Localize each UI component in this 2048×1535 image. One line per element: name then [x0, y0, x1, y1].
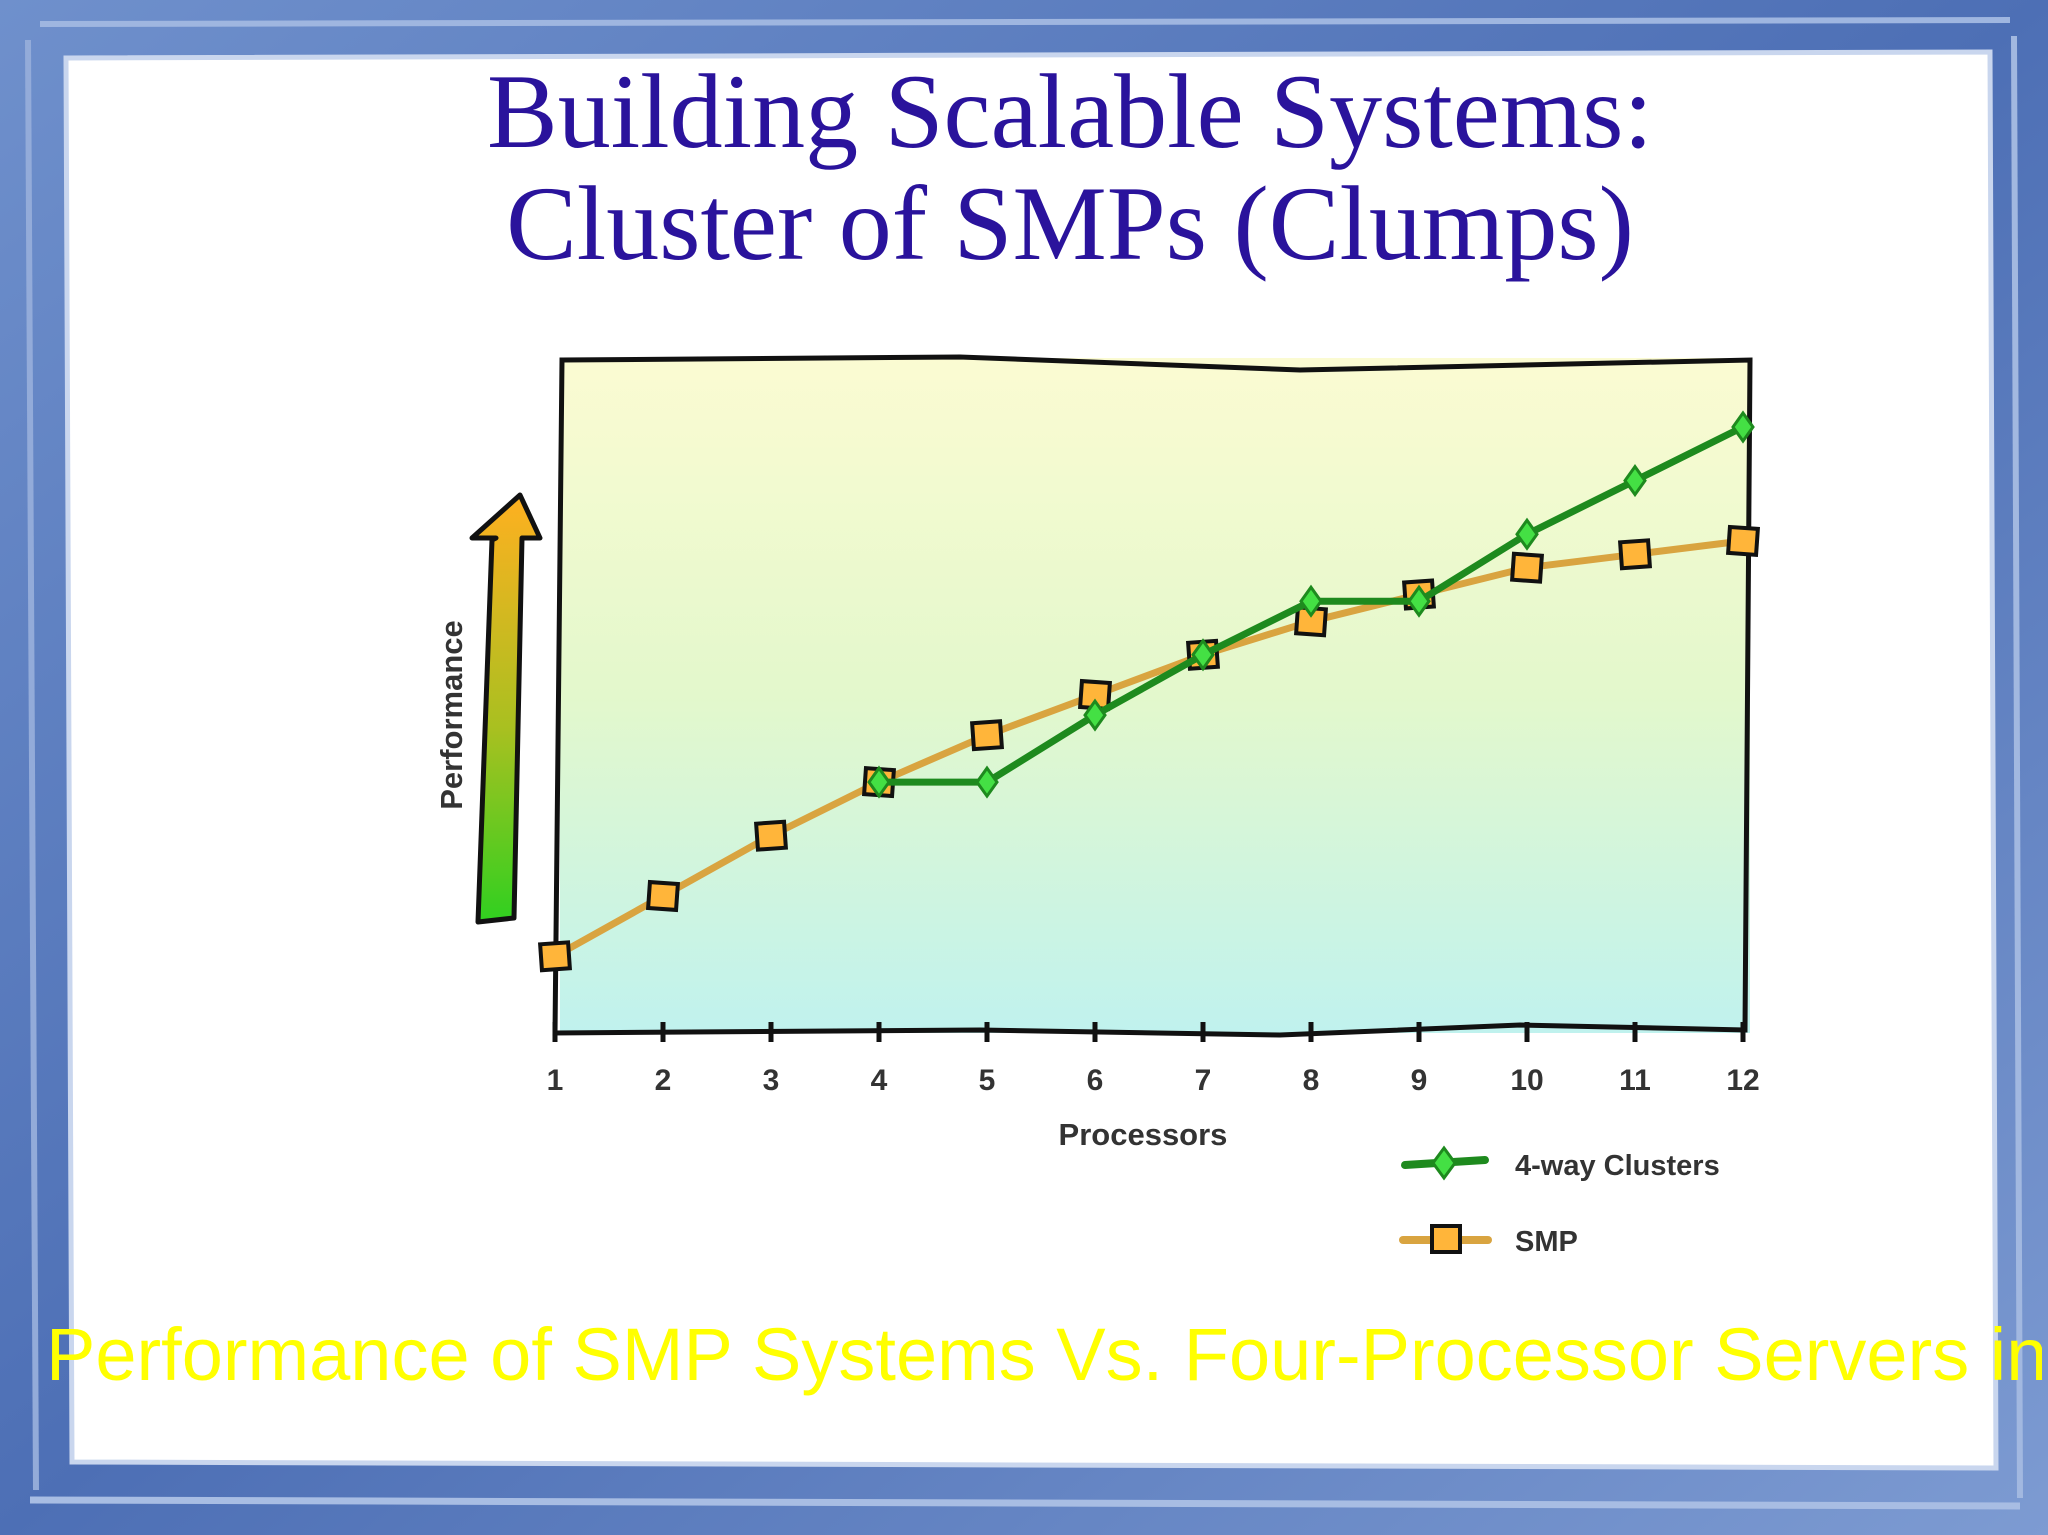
frame-streak-right: [2011, 35, 2023, 1499]
x-tick-label-2: 2: [655, 1064, 672, 1097]
point-smp-11: [1617, 538, 1653, 571]
series-line-smp: [551, 537, 1747, 960]
point-smp-5: [969, 719, 1005, 752]
performance-arrow-icon: [469, 492, 543, 925]
slide-title-line-1: Building Scalable Systems:: [487, 53, 1653, 170]
slide-title-line-2: Cluster of SMPs (Clumps): [506, 165, 1634, 282]
x-tick-label-3: 3: [763, 1064, 780, 1097]
frame-inner-edge: [63, 49, 1999, 1471]
x-tick-label-5: 5: [979, 1064, 996, 1097]
y-axis-label: Performance: [434, 620, 469, 810]
legend-marker-smp: [1430, 1224, 1462, 1254]
x-tick-label-1: 1: [547, 1064, 564, 1097]
legend: 4-way Clusters SMP: [1399, 1145, 1720, 1258]
point-4-way-clusters-7: [1191, 638, 1215, 672]
x-tick-label-12: 12: [1726, 1064, 1759, 1097]
x-axis-tick-labels: 1 2 3 4 5 6 7 8 9 10 11 12: [547, 1064, 1760, 1097]
point-smp-12: [1725, 524, 1761, 557]
legend-marker-4-way-clusters: [1431, 1145, 1457, 1181]
x-tick-label-8: 8: [1303, 1064, 1320, 1097]
point-4-way-clusters-11: [1623, 464, 1647, 498]
x-axis-ticks: [552, 1022, 1746, 1042]
point-4-way-clusters-6: [1083, 698, 1107, 732]
x-tick-label-7: 7: [1195, 1064, 1212, 1097]
point-4-way-clusters-5: [975, 765, 999, 799]
point-smp-3: [753, 819, 789, 852]
series-layer: [537, 410, 1761, 973]
point-4-way-clusters-10: [1515, 517, 1539, 551]
legend-label-4-way-clusters: 4-way Clusters: [1515, 1150, 1720, 1182]
legend-label-smp: SMP: [1515, 1226, 1578, 1258]
x-axis-label: Processors: [1059, 1117, 1228, 1152]
point-4-way-clusters-9: [1407, 584, 1431, 618]
x-tick-label-11: 11: [1619, 1064, 1651, 1097]
point-smp-2: [645, 879, 681, 913]
x-tick-label-4: 4: [871, 1064, 888, 1097]
point-smp-1: [537, 940, 573, 973]
frame-streak-bottom: [29, 1496, 2021, 1510]
frame-streak-left: [25, 39, 39, 1491]
frame-streak-top: [39, 17, 2011, 27]
point-4-way-clusters-8: [1299, 584, 1323, 618]
point-4-way-clusters-4: [867, 765, 891, 799]
plot-area: [560, 358, 1750, 1033]
x-tick-label-6: 6: [1087, 1064, 1104, 1097]
point-4-way-clusters-12: [1731, 410, 1755, 444]
point-smp-10: [1509, 551, 1545, 584]
x-tick-label-10: 10: [1510, 1064, 1543, 1097]
slide-caption: Performance of SMP Systems Vs. Four-Proc…: [46, 1313, 2042, 1396]
x-tick-label-9: 9: [1411, 1064, 1428, 1097]
